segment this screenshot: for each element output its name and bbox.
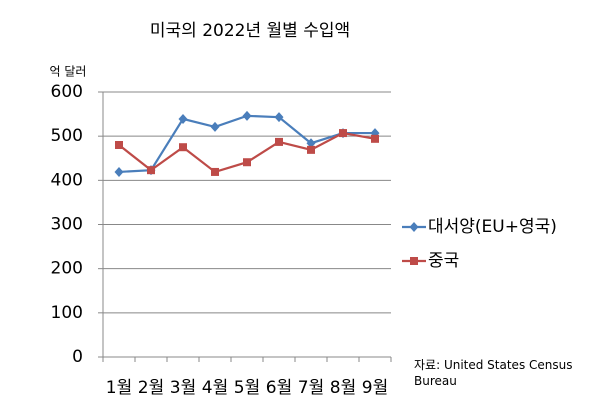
- x-tick-label: 8월: [330, 378, 356, 398]
- y-axis-label: 억 달러: [50, 65, 87, 79]
- data-point: [147, 166, 155, 175]
- legend-label: 대서양(EU+영국): [428, 217, 557, 237]
- data-point: [115, 141, 123, 149]
- data-point: [114, 166, 124, 177]
- data-point: [179, 143, 187, 152]
- data-point: [307, 145, 315, 154]
- x-tick-label: 9월: [362, 378, 388, 398]
- x-tick-label: 1월: [106, 378, 132, 398]
- y-tick-label: 400: [51, 170, 83, 190]
- y-tick-label: 300: [51, 215, 83, 235]
- data-point: [243, 158, 251, 167]
- y-tick-label: 500: [51, 126, 83, 146]
- x-tick-label: 3월: [170, 378, 196, 398]
- legend-marker: [410, 257, 418, 265]
- legend-marker: [409, 222, 419, 232]
- y-tick-label: 100: [51, 303, 83, 323]
- y-tick-label: 200: [51, 259, 83, 279]
- data-point: [339, 129, 347, 138]
- data-point: [306, 138, 316, 149]
- data-point: [178, 113, 188, 124]
- x-tick-label: 6월: [266, 378, 292, 398]
- data-point: [242, 110, 252, 121]
- x-tick-label: 5월: [234, 378, 260, 398]
- legend-label: 중국: [428, 251, 459, 271]
- x-tick-label: 2월: [138, 378, 164, 398]
- x-tick-label: 7월: [298, 378, 324, 398]
- data-point: [275, 137, 283, 146]
- y-tick-label: 0: [72, 347, 83, 367]
- x-tick-label: 4월: [202, 378, 228, 398]
- data-point: [274, 112, 284, 123]
- data-point: [210, 121, 220, 132]
- y-tick-label: 600: [51, 82, 83, 102]
- chart-title: 미국의 2022년 월별 수입액: [150, 21, 350, 41]
- data-point: [211, 167, 219, 176]
- data-point: [371, 134, 379, 143]
- source-note: 자료: United States Census Bureau: [414, 358, 573, 388]
